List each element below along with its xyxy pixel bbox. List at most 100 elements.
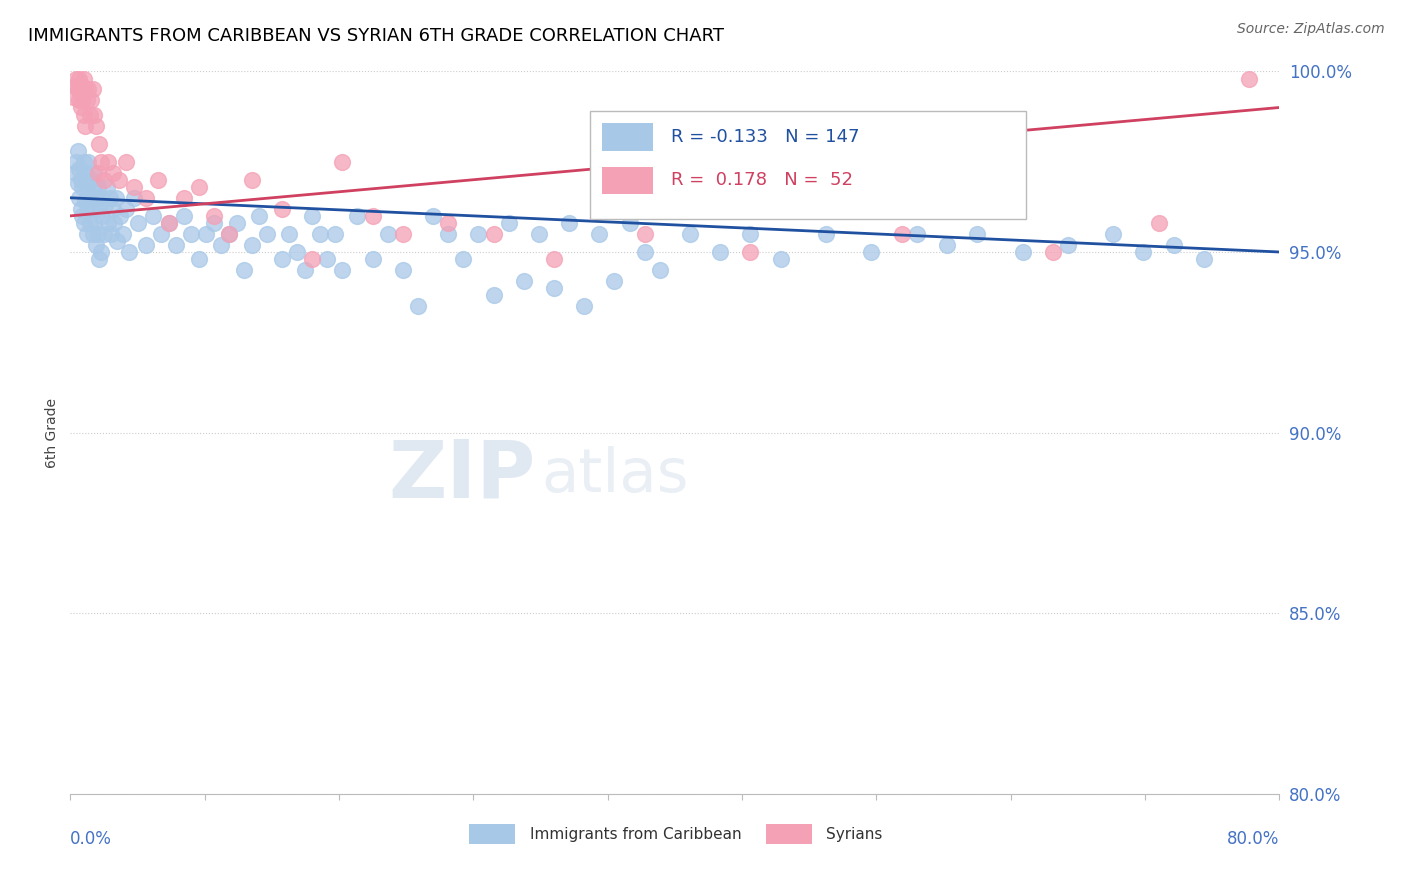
Point	[73, 71, 96, 86]
Point	[1192, 252, 1215, 267]
Point	[77, 202, 100, 216]
Point	[62, 89, 84, 103]
Point	[247, 209, 270, 223]
Point	[80, 93, 103, 107]
Point	[142, 209, 165, 223]
Point	[294, 263, 316, 277]
Point	[83, 108, 105, 122]
Point	[87, 136, 110, 151]
Point	[97, 216, 120, 230]
Point	[97, 154, 120, 169]
Point	[361, 252, 384, 267]
Text: R =  0.178   N =  52: R = 0.178 N = 52	[671, 171, 853, 189]
Point	[77, 82, 100, 96]
Point	[860, 245, 883, 260]
FancyBboxPatch shape	[602, 123, 654, 151]
Point	[91, 209, 114, 223]
Point	[588, 227, 610, 241]
Point	[84, 237, 107, 252]
Point	[70, 101, 93, 115]
Point	[323, 227, 346, 241]
Point	[218, 227, 240, 241]
Point	[316, 252, 339, 267]
Point	[83, 216, 105, 230]
Point	[82, 180, 104, 194]
Point	[76, 180, 98, 194]
FancyBboxPatch shape	[470, 824, 515, 845]
Point	[240, 173, 263, 187]
Point	[905, 227, 928, 241]
Point	[769, 252, 792, 267]
Point	[815, 227, 838, 241]
Point	[157, 216, 180, 230]
Point	[482, 227, 505, 241]
Text: R = -0.133   N = 147: R = -0.133 N = 147	[671, 128, 859, 146]
FancyBboxPatch shape	[602, 167, 654, 194]
Text: Source: ZipAtlas.com: Source: ZipAtlas.com	[1237, 22, 1385, 37]
Point	[98, 191, 121, 205]
Point	[94, 198, 117, 212]
Point	[301, 252, 323, 267]
Point	[72, 209, 94, 223]
Point	[1163, 237, 1185, 252]
Point	[513, 274, 536, 288]
Point	[67, 191, 90, 205]
Point	[90, 191, 111, 205]
Point	[72, 78, 94, 93]
Point	[202, 209, 225, 223]
Point	[270, 252, 294, 267]
Point	[93, 173, 115, 187]
Point	[70, 173, 93, 187]
Point	[195, 227, 218, 241]
Point	[187, 180, 209, 194]
Point	[63, 165, 86, 179]
Point	[90, 245, 111, 260]
Point	[75, 119, 97, 133]
Point	[108, 209, 131, 223]
Point	[527, 227, 550, 241]
Point	[79, 108, 101, 122]
Point	[966, 227, 988, 241]
Point	[187, 252, 209, 267]
Point	[285, 245, 308, 260]
Point	[122, 180, 145, 194]
Point	[87, 252, 110, 267]
Point	[498, 216, 520, 230]
Point	[1239, 71, 1261, 86]
Point	[1011, 245, 1033, 260]
Point	[240, 237, 263, 252]
Point	[558, 216, 581, 230]
Text: IMMIGRANTS FROM CARIBBEAN VS SYRIAN 6TH GRADE CORRELATION CHART: IMMIGRANTS FROM CARIBBEAN VS SYRIAN 6TH …	[28, 27, 724, 45]
Point	[619, 216, 641, 230]
Point	[84, 191, 107, 205]
Point	[1132, 245, 1154, 260]
Point	[79, 216, 101, 230]
Point	[80, 173, 103, 187]
Point	[233, 263, 256, 277]
Point	[82, 227, 104, 241]
Point	[100, 227, 122, 241]
Point	[437, 227, 460, 241]
Text: atlas: atlas	[541, 447, 689, 506]
Point	[73, 108, 96, 122]
Point	[543, 252, 565, 267]
Point	[86, 227, 108, 241]
Point	[157, 216, 180, 230]
Point	[87, 202, 110, 216]
Point	[740, 245, 762, 260]
Point	[391, 227, 415, 241]
Point	[101, 165, 124, 179]
Text: Syrians: Syrians	[827, 827, 883, 842]
Point	[73, 216, 96, 230]
Point	[67, 71, 90, 86]
Point	[66, 144, 89, 158]
Point	[67, 161, 90, 176]
Point	[76, 227, 98, 241]
Point	[225, 216, 247, 230]
Point	[740, 227, 762, 241]
Point	[1147, 216, 1170, 230]
Point	[75, 82, 97, 96]
Point	[308, 227, 330, 241]
Point	[70, 202, 93, 216]
Point	[574, 299, 596, 313]
